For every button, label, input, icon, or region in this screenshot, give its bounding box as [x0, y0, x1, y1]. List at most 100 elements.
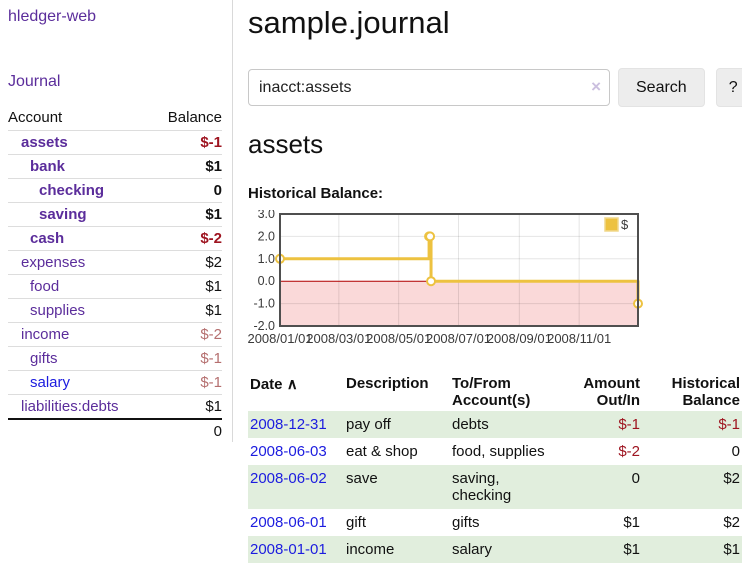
account-row: supplies $1	[8, 298, 222, 323]
account-row: liabilities:debts $1	[8, 394, 222, 419]
y-axis-tick-label: -1.0	[253, 297, 275, 311]
search-button[interactable]: Search	[618, 68, 705, 107]
account-link[interactable]: expenses	[21, 254, 86, 271]
search-input-wrap: ×	[248, 69, 610, 106]
account-cell: salary	[8, 370, 152, 395]
account-balance: $2	[151, 250, 222, 275]
account-cell: supplies	[8, 298, 152, 323]
register-cell-balance: $1	[723, 541, 740, 558]
help-button[interactable]: ?	[715, 68, 742, 107]
account-link[interactable]: salary	[30, 374, 71, 391]
transaction-date-link[interactable]: 2008-06-03	[250, 443, 327, 460]
x-axis-tick-label: 2008/05/01	[366, 331, 431, 346]
account-row: saving $1	[8, 202, 222, 227]
data-point-marker	[426, 276, 437, 287]
app-title-link[interactable]: hledger-web	[8, 8, 97, 25]
account-link[interactable]: bank	[30, 158, 66, 175]
account-link[interactable]: liabilities:debts	[21, 398, 119, 415]
historical-balance-chart: $3.0 2.0 1.0 0.0 -1.0 -2.0 2008/01/01 2008/03/0…	[247, 207, 742, 355]
y-axis-tick-label: 2.0	[258, 229, 275, 243]
account-row: checking 0	[8, 178, 222, 203]
account-link[interactable]: assets	[21, 134, 68, 151]
register-cell-balance: $2	[723, 470, 740, 487]
account-row: food $1	[8, 274, 222, 299]
accounts-header-balance: Balance	[167, 109, 222, 126]
register-row: 2008-01-01 income salary $1 $1	[248, 536, 742, 563]
account-balance: $-1	[151, 346, 222, 371]
y-axis-tick-label: 1.0	[258, 252, 275, 266]
register-header-description: Description	[346, 375, 429, 392]
register-header-date[interactable]: Date ∧	[248, 373, 344, 411]
clear-search-icon[interactable]: ×	[591, 77, 601, 96]
account-row: income $-2	[8, 322, 222, 347]
accounts-total-spacer	[8, 418, 152, 445]
account-cell: cash	[8, 226, 152, 251]
register-cell-amount: $1	[623, 541, 640, 558]
x-axis-tick-label: 2008/09/01	[487, 331, 552, 346]
transaction-date-link[interactable]: 2008-06-01	[250, 514, 327, 531]
register-table: Date ∧ Description To/From Account(s) Am…	[248, 373, 742, 563]
register-cell-date: 2008-12-31	[248, 411, 344, 438]
account-row: salary $-1	[8, 370, 222, 395]
account-cell: checking	[8, 178, 152, 203]
account-cell: gifts	[8, 346, 152, 371]
register-cell-accounts: food, supplies	[452, 443, 545, 460]
account-balance: $-2	[151, 226, 222, 251]
negative-region	[280, 281, 638, 326]
account-link[interactable]: income	[21, 326, 70, 343]
account-cell: saving	[8, 202, 152, 227]
account-link[interactable]: supplies	[30, 302, 86, 319]
chart-canvas: $3.0 2.0 1.0 0.0 -1.0 -2.02008/01/012008/03/0…	[247, 207, 643, 346]
account-balance: $1	[151, 202, 222, 227]
register-cell-accounts: salary	[452, 541, 493, 558]
register-row: 2008-06-01 gift gifts $1 $2	[248, 509, 742, 536]
y-axis-tick-label: 3.0	[258, 210, 275, 221]
account-cell: assets	[8, 130, 152, 155]
register-cell-balance: $2	[723, 514, 740, 531]
legend-label: $	[621, 217, 629, 232]
transaction-date-link[interactable]: 2008-01-01	[250, 541, 327, 558]
x-axis-tick-label: 2008/03/01	[306, 331, 371, 346]
account-cell: expenses	[8, 250, 152, 275]
main-content: sample.journal × Search ? assets Histori…	[233, 0, 742, 563]
account-cell: bank	[8, 154, 152, 179]
account-row: bank $1	[8, 154, 222, 179]
register-header-accounts: To/From Account(s)	[452, 375, 531, 409]
account-balance: $-2	[151, 322, 222, 347]
transaction-date-link[interactable]: 2008-06-02	[250, 470, 327, 487]
register-cell-description: pay off	[346, 416, 391, 433]
register-cell-accounts: gifts	[452, 514, 480, 531]
account-link[interactable]: food	[30, 278, 60, 295]
register-row: 2008-06-03 eat & shop food, supplies $-2 0	[248, 438, 742, 465]
account-balance: $1	[151, 154, 222, 179]
account-balance: $1	[151, 298, 222, 323]
sidebar-item-journal[interactable]: Journal	[8, 73, 61, 90]
account-balance: $-1	[151, 130, 222, 155]
register-cell-balance: $-1	[718, 416, 740, 433]
register-cell-amount: $-2	[618, 443, 640, 460]
account-link[interactable]: saving	[39, 206, 87, 223]
search-form: × Search ?	[248, 68, 742, 107]
account-link[interactable]: checking	[39, 182, 105, 199]
account-row: gifts $-1	[8, 346, 222, 371]
account-cell: income	[8, 322, 152, 347]
register-row: 2008-06-02 save saving, checking 0 $2	[248, 465, 742, 509]
y-axis-tick-label: 0.0	[258, 274, 275, 288]
search-input[interactable]	[248, 69, 610, 106]
register-header-amount: Amount Out/In	[583, 375, 640, 409]
account-row: cash $-2	[8, 226, 222, 251]
register-cell-description: gift	[346, 514, 367, 531]
y-axis-tick-label: -2.0	[253, 319, 275, 333]
register-cell-date: 2008-06-02	[248, 465, 344, 509]
x-axis-tick-label: 2008/11/01	[547, 331, 611, 346]
accounts-total-value: 0	[151, 418, 222, 445]
account-link[interactable]: gifts	[30, 350, 58, 367]
account-link[interactable]: cash	[30, 230, 65, 247]
register-cell-date: 2008-01-01	[248, 536, 344, 563]
x-axis-tick-label: 2008/01/01	[248, 331, 313, 346]
register-cell-date: 2008-06-03	[248, 438, 344, 465]
register-header-row: Date ∧ Description To/From Account(s) Am…	[248, 373, 742, 411]
transaction-date-link[interactable]: 2008-12-31	[250, 416, 327, 433]
account-balance: $1	[151, 394, 222, 419]
chart-title: Historical Balance:	[248, 185, 384, 202]
